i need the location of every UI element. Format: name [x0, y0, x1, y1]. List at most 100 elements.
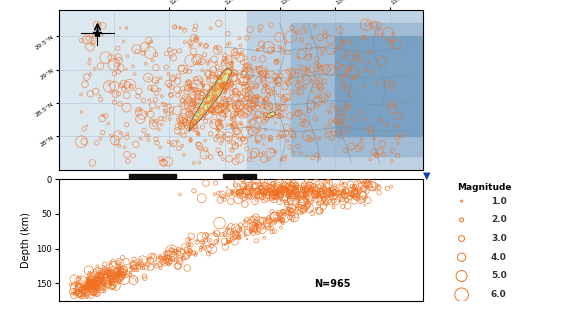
Point	[233, 103, 243, 108]
Point	[185, 112, 195, 117]
Point	[315, 136, 324, 141]
Point	[93, 276, 103, 282]
Point	[150, 122, 159, 127]
Point	[185, 104, 195, 109]
Point	[122, 274, 132, 279]
Point	[111, 284, 120, 289]
Point	[167, 248, 176, 253]
Point	[84, 284, 93, 289]
Point	[258, 190, 267, 196]
Point	[88, 160, 97, 165]
Point	[265, 218, 275, 223]
Point	[360, 116, 369, 121]
Point	[239, 79, 248, 84]
Point	[96, 286, 106, 291]
Point	[275, 134, 284, 140]
Point	[192, 38, 201, 43]
Point	[330, 49, 339, 54]
Point	[286, 184, 295, 189]
Point	[91, 281, 100, 286]
Point	[129, 268, 138, 273]
Point	[300, 192, 310, 197]
Point	[234, 98, 243, 103]
Point	[220, 242, 229, 247]
Point	[173, 79, 182, 84]
Point	[349, 74, 358, 79]
Point	[192, 251, 201, 256]
Point	[163, 111, 173, 116]
Point	[101, 268, 110, 273]
Point	[283, 194, 293, 199]
Point	[226, 199, 235, 204]
Point	[279, 209, 289, 214]
Point	[118, 255, 127, 260]
Point	[239, 184, 248, 189]
Point	[112, 273, 121, 278]
Point	[292, 111, 301, 116]
Point	[357, 137, 366, 142]
Point	[181, 119, 190, 124]
Point	[272, 59, 282, 64]
Point	[225, 190, 234, 195]
Point	[263, 224, 273, 229]
Point	[91, 278, 100, 283]
Point	[71, 281, 80, 286]
Point	[211, 45, 220, 50]
Point	[233, 189, 243, 195]
Point	[330, 188, 340, 193]
Point	[185, 40, 195, 45]
Point	[85, 281, 95, 286]
Point	[87, 280, 96, 285]
Point	[109, 273, 119, 278]
Point	[374, 185, 383, 190]
Point	[320, 180, 329, 185]
Point	[295, 206, 305, 211]
Point	[193, 99, 203, 104]
Point	[216, 121, 226, 126]
Text: 4.0: 4.0	[491, 253, 507, 262]
Point	[250, 199, 260, 204]
Point	[153, 257, 163, 262]
Point	[342, 197, 351, 202]
Point	[342, 198, 352, 203]
Point	[145, 97, 154, 102]
Point	[193, 131, 203, 136]
Point	[252, 194, 261, 199]
Point	[213, 120, 223, 125]
Point	[301, 65, 310, 70]
Point	[96, 284, 106, 289]
Text: Magnitude: Magnitude	[457, 183, 512, 192]
Point	[72, 289, 81, 294]
Point	[139, 128, 149, 133]
Point	[195, 97, 205, 102]
Point	[220, 83, 230, 88]
Point	[151, 65, 161, 70]
Point	[92, 281, 102, 286]
Point	[245, 119, 254, 124]
Point	[320, 196, 329, 202]
Point	[169, 258, 178, 263]
Point	[77, 292, 86, 297]
Point	[319, 96, 328, 101]
Point	[98, 278, 108, 284]
Point	[276, 73, 285, 78]
Point	[208, 92, 218, 97]
Point	[198, 89, 207, 94]
Point	[119, 87, 129, 92]
Point	[299, 206, 309, 211]
Point	[245, 185, 254, 190]
Point	[220, 109, 230, 114]
Point	[387, 158, 397, 164]
Point	[175, 131, 185, 136]
Point	[241, 233, 250, 238]
Point	[360, 203, 369, 208]
Point	[188, 101, 197, 107]
Point	[296, 65, 305, 70]
Point	[324, 188, 333, 193]
Point	[279, 192, 289, 197]
Point	[288, 192, 297, 197]
Point	[310, 23, 320, 28]
Point	[183, 237, 193, 242]
Point	[350, 187, 359, 192]
Point	[350, 192, 359, 197]
